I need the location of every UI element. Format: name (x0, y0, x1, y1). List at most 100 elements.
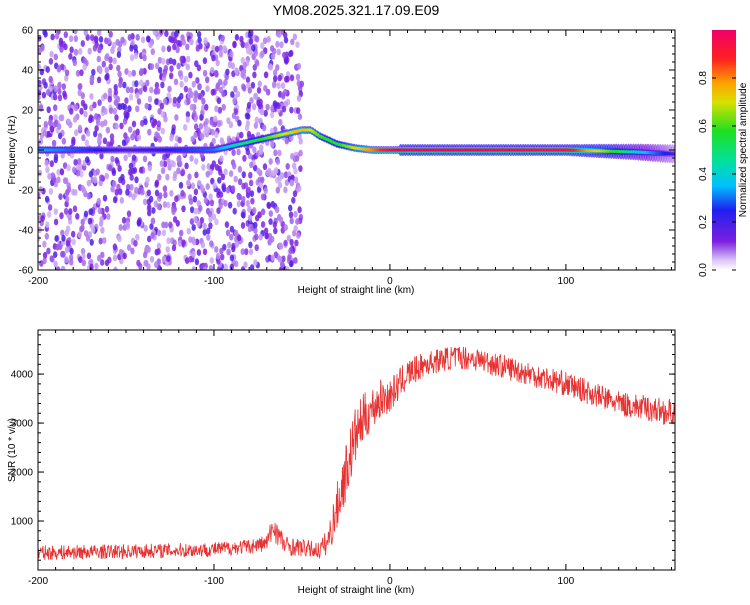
noise-speckle (43, 81, 48, 89)
noise-speckle (206, 163, 211, 170)
noise-speckle (152, 118, 158, 126)
noise-speckle (249, 190, 255, 198)
noise-speckle (122, 103, 128, 111)
noise-speckle (236, 200, 242, 208)
noise-speckle (223, 168, 228, 176)
noise-speckle (173, 170, 178, 178)
noise-speckle (130, 247, 135, 255)
noise-speckle (283, 171, 289, 179)
noise-speckle (270, 254, 275, 262)
noise-speckle (38, 191, 41, 199)
noise-speckle (197, 179, 202, 187)
noise-speckle (189, 218, 195, 225)
y-tick-label: 60 (22, 26, 34, 37)
noise-speckle (249, 161, 254, 169)
noise-speckle (121, 216, 127, 224)
noise-speckle (109, 138, 115, 146)
noise-speckle (177, 136, 182, 144)
noise-speckle (195, 45, 200, 52)
noise-speckle (90, 34, 95, 41)
noise-speckle (218, 202, 223, 210)
noise-speckle (116, 51, 122, 58)
noise-speckle (129, 174, 134, 181)
noise-speckle (176, 101, 181, 109)
noise-speckle (268, 63, 274, 71)
noise-speckle (114, 188, 119, 196)
noise-speckle (293, 225, 298, 232)
noise-speckle (156, 203, 161, 211)
noise-speckle (53, 251, 58, 258)
noise-speckle (49, 160, 54, 168)
y-tick-label: 2000 (11, 468, 34, 479)
noise-speckle (202, 248, 208, 256)
noise-speckle (113, 88, 119, 96)
noise-speckle (99, 216, 104, 223)
noise-speckle (148, 41, 153, 49)
noise-speckle (192, 195, 198, 203)
noise-speckle (58, 193, 63, 201)
colorbar-tick-label: 0.0 (698, 263, 709, 277)
noise-speckle (285, 163, 290, 170)
noise-speckle (134, 80, 139, 88)
noise-speckle (214, 131, 219, 139)
noise-speckle (64, 256, 69, 264)
noise-speckle (131, 120, 137, 128)
noise-speckle (62, 90, 67, 98)
x-tick-label: 100 (558, 576, 575, 587)
noise-speckle (110, 185, 115, 193)
noise-speckle (262, 163, 268, 171)
noise-speckle (44, 195, 50, 203)
noise-speckle (127, 70, 133, 78)
noise-speckle (204, 103, 209, 111)
noise-speckle (183, 75, 189, 83)
noise-speckle (144, 259, 149, 267)
noise-speckle (117, 235, 122, 243)
noise-speckle (76, 164, 81, 172)
noise-speckle (193, 216, 198, 223)
noise-speckle (295, 41, 300, 48)
noise-speckle (122, 252, 127, 260)
colorbar-tick-label: 0.6 (698, 119, 709, 133)
noise-speckle (64, 229, 70, 237)
noise-speckle (41, 91, 47, 99)
noise-speckle (191, 80, 196, 88)
noise-speckle (83, 103, 88, 111)
noise-speckle (87, 47, 92, 55)
noise-speckle (276, 82, 281, 89)
noise-speckle (201, 97, 206, 105)
noise-speckle (288, 247, 293, 254)
noise-speckle (189, 38, 194, 46)
noise-speckle (96, 197, 102, 205)
noise-speckle (196, 64, 202, 72)
noise-speckle (50, 33, 55, 41)
noise-speckle (154, 81, 160, 89)
noise-speckle (125, 86, 131, 94)
noise-speckle (281, 92, 286, 100)
noise-speckle (260, 42, 265, 50)
noise-speckle (297, 185, 302, 192)
x-tick-label: -200 (28, 276, 48, 287)
noise-speckle (178, 160, 183, 168)
noise-speckle (200, 241, 206, 249)
noise-speckle (279, 260, 285, 268)
noise-speckle (149, 223, 154, 230)
noise-speckle (256, 167, 261, 175)
noise-speckle (72, 59, 78, 67)
noise-speckle (179, 55, 184, 63)
noise-speckle (85, 156, 90, 164)
noise-speckle (60, 229, 65, 237)
noise-speckle (140, 188, 145, 196)
noise-speckle (298, 149, 303, 157)
noise-speckle (197, 36, 202, 44)
noise-speckle (276, 48, 281, 56)
noise-speckle (53, 93, 58, 101)
noise-speckle (206, 227, 211, 235)
noise-speckle (42, 129, 48, 137)
noise-speckle (296, 94, 302, 102)
noise-speckle (201, 164, 206, 171)
noise-speckle (73, 48, 79, 56)
noise-speckle (191, 238, 197, 246)
noise-speckle (171, 160, 176, 168)
noise-speckle (232, 162, 237, 170)
noise-speckle (193, 96, 198, 103)
